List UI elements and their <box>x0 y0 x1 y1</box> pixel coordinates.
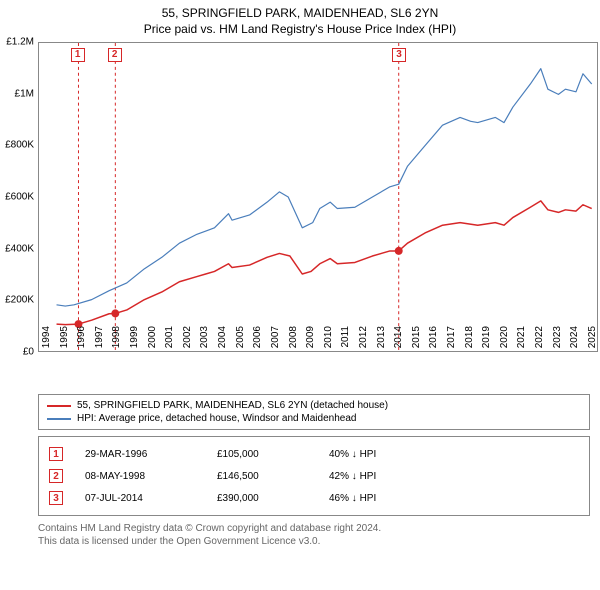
x-tick-label: 2022 <box>534 326 545 356</box>
x-tick-label: 1998 <box>111 326 122 356</box>
transaction-price: £105,000 <box>217 449 307 460</box>
legend-label: 55, SPRINGFIELD PARK, MAIDENHEAD, SL6 2Y… <box>77 400 388 411</box>
line-chart <box>38 42 598 352</box>
x-tick-label: 2012 <box>358 326 369 356</box>
transaction-marker: 3 <box>49 491 63 505</box>
x-tick-label: 2001 <box>164 326 175 356</box>
x-tick-label: 2014 <box>393 326 404 356</box>
x-tick-label: 2023 <box>552 326 563 356</box>
x-tick-label: 2000 <box>147 326 158 356</box>
x-tick-label: 2015 <box>411 326 422 356</box>
x-tick-label: 2002 <box>182 326 193 356</box>
x-tick-label: 2021 <box>516 326 527 356</box>
x-tick-label: 1999 <box>129 326 140 356</box>
transaction-row: 2 08-MAY-1998 £146,500 42% ↓ HPI <box>49 465 579 487</box>
attribution-line: Contains HM Land Registry data © Crown c… <box>38 522 590 535</box>
x-tick-label: 1994 <box>41 326 52 356</box>
chart-title: 55, SPRINGFIELD PARK, MAIDENHEAD, SL6 2Y… <box>0 0 600 20</box>
x-tick-label: 2017 <box>446 326 457 356</box>
x-tick-label: 2005 <box>235 326 246 356</box>
y-tick-label: £200K <box>5 295 34 306</box>
transaction-row: 1 29-MAR-1996 £105,000 40% ↓ HPI <box>49 443 579 465</box>
y-tick-label: £0 <box>23 347 34 358</box>
x-tick-label: 2025 <box>587 326 598 356</box>
x-tick-label: 2020 <box>499 326 510 356</box>
chart-marker-1: 1 <box>71 48 85 62</box>
y-tick-label: £400K <box>5 243 34 254</box>
x-tick-label: 1995 <box>59 326 70 356</box>
legend-swatch <box>47 405 71 407</box>
chart-subtitle: Price paid vs. HM Land Registry's House … <box>0 20 600 42</box>
transaction-marker: 2 <box>49 469 63 483</box>
transaction-price: £390,000 <box>217 493 307 504</box>
transaction-date: 29-MAR-1996 <box>85 449 195 460</box>
transaction-marker: 1 <box>49 447 63 461</box>
attribution: Contains HM Land Registry data © Crown c… <box>38 522 590 548</box>
y-tick-label: £800K <box>5 140 34 151</box>
legend-swatch <box>47 418 71 420</box>
transaction-row: 3 07-JUL-2014 £390,000 46% ↓ HPI <box>49 487 579 509</box>
legend-item: 55, SPRINGFIELD PARK, MAIDENHEAD, SL6 2Y… <box>47 399 581 412</box>
x-tick-label: 2004 <box>217 326 228 356</box>
transaction-date: 08-MAY-1998 <box>85 471 195 482</box>
attribution-line: This data is licensed under the Open Gov… <box>38 535 590 548</box>
x-tick-label: 2006 <box>252 326 263 356</box>
transactions-table: 1 29-MAR-1996 £105,000 40% ↓ HPI 2 08-MAY-199… <box>38 436 590 516</box>
x-tick-label: 2018 <box>464 326 475 356</box>
transaction-delta: 46% ↓ HPI <box>329 493 376 504</box>
x-tick-label: 2008 <box>288 326 299 356</box>
chart-marker-2: 2 <box>108 48 122 62</box>
y-tick-label: £1M <box>15 88 34 99</box>
x-tick-label: 2019 <box>481 326 492 356</box>
legend: 55, SPRINGFIELD PARK, MAIDENHEAD, SL6 2Y… <box>38 394 590 430</box>
y-tick-label: £1.2M <box>6 37 34 48</box>
legend-item: HPI: Average price, detached house, Wind… <box>47 412 581 425</box>
x-tick-label: 2009 <box>305 326 316 356</box>
chart-area: 123£0£200K£400K£600K£800K£1M£1.2M1994199… <box>38 42 598 352</box>
x-tick-label: 2013 <box>376 326 387 356</box>
transaction-delta: 42% ↓ HPI <box>329 471 376 482</box>
transaction-price: £146,500 <box>217 471 307 482</box>
transaction-delta: 40% ↓ HPI <box>329 449 376 460</box>
x-tick-label: 2003 <box>199 326 210 356</box>
x-tick-label: 2016 <box>428 326 439 356</box>
x-tick-label: 1996 <box>76 326 87 356</box>
chart-marker-3: 3 <box>392 48 406 62</box>
x-tick-label: 1997 <box>94 326 105 356</box>
legend-label: HPI: Average price, detached house, Wind… <box>77 413 356 424</box>
x-tick-label: 2007 <box>270 326 281 356</box>
x-tick-label: 2024 <box>569 326 580 356</box>
transaction-date: 07-JUL-2014 <box>85 493 195 504</box>
y-tick-label: £600K <box>5 192 34 203</box>
x-tick-label: 2011 <box>340 326 351 356</box>
x-tick-label: 2010 <box>323 326 334 356</box>
